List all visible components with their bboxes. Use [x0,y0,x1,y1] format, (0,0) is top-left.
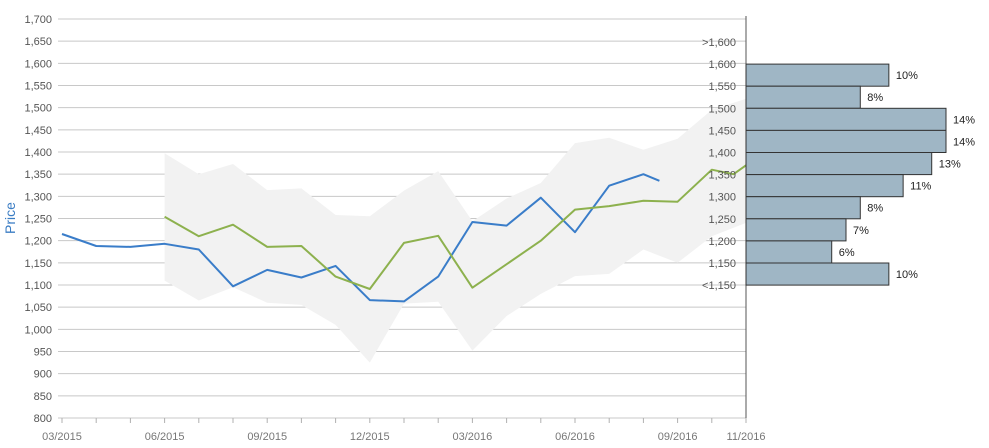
y-tick-label: 1,350 [24,169,52,181]
y-tick-label: 1,250 [24,214,52,226]
histogram-percent-label: 11% [910,181,931,193]
x-tick-label: 06/2016 [555,431,595,443]
histogram-bin-label: 1,600 [708,59,736,71]
series-lines [61,164,747,303]
y-tick-label: 1,200 [24,236,52,248]
y-tick-label: 1,000 [24,324,52,336]
histogram-bar [745,174,904,198]
y-axis-label: Price [2,202,18,234]
histogram-bar [745,85,861,109]
histogram-bin-label: 1,200 [708,236,736,248]
histogram-bin-label: 1,250 [708,214,736,226]
x-tick-label: 09/2016 [658,431,698,443]
x-tick-label: 12/2015 [350,431,390,443]
histogram-bin-label: 1,500 [708,103,736,115]
y-tick-label: 1,150 [24,258,52,270]
y-tick-labels: 800 850 900 950 1,000 1,050 1,100 1,150 1,200 1,2… [24,14,52,425]
histogram-percent-label: 10% [896,269,918,281]
y-tick-label: 800 [34,413,52,425]
histogram-bar [745,152,933,176]
y-tick-label: 850 [34,391,52,403]
histogram-bin-label: >1,600 [702,37,736,49]
histogram-bin-label: 1,400 [708,148,736,160]
forecast-band-area [164,98,747,363]
histogram-percent-label: 6% [839,247,855,259]
histogram-bin-label: 1,150 [708,258,736,270]
y-tick-label: 950 [34,347,52,359]
histogram-bin-label: 1,450 [708,125,736,137]
y-tick-label: 1,600 [24,58,52,70]
y-tick-label: 1,500 [24,103,52,115]
histogram-percent-label: 7% [853,225,869,237]
histogram-percent-label: 14% [953,136,975,148]
forecast-band [164,98,747,363]
histogram-percent-label: 13% [939,159,961,171]
y-tick-label: 1,450 [24,125,52,137]
y-tick-label: 1,300 [24,191,52,203]
histogram-bin-label: 1,300 [708,192,736,204]
x-tick-label: 03/2015 [42,431,82,443]
histogram-bar [745,196,861,220]
x-tick-label: 06/2015 [145,431,185,443]
y-tick-label: 1,050 [24,302,52,314]
histogram-bar [745,262,890,286]
histogram-bin-label: 1,550 [708,81,736,93]
histogram-bin-label: <1,150 [702,280,736,292]
histogram-percent-label: 8% [867,92,883,104]
y-tick-label: 900 [34,369,52,381]
y-tick-label: 1,550 [24,81,52,93]
y-tick-label: 1,650 [24,36,52,48]
x-tick-labels: 03/2015 06/2015 09/2015 12/2015 03/2016 06/20… [42,418,765,443]
price-histogram: >1,600 1,600 10% 1,550 8% 1,500 14% 1,450 14% 1,4… [702,37,975,292]
x-tick-label: 09/2015 [247,431,287,443]
histogram-bin-label: 1,350 [708,170,736,182]
histogram-bar [745,129,947,153]
series-line-2 [164,164,747,290]
histogram-percent-label: 8% [867,203,883,215]
histogram-bar [745,240,833,264]
histogram-percent-label: 10% [896,70,918,82]
y-tick-label: 1,100 [24,280,52,292]
histogram-bar [745,218,847,242]
histogram-bar [745,107,947,131]
histogram-percent-label: 14% [953,114,975,126]
y-tick-label: 1,400 [24,147,52,159]
x-tick-label: 11/2016 [727,431,766,443]
series-line-1 [61,173,660,303]
histogram-bar [745,63,890,87]
y-tick-label: 1,700 [24,14,52,26]
x-tick-label: 03/2016 [453,431,493,443]
